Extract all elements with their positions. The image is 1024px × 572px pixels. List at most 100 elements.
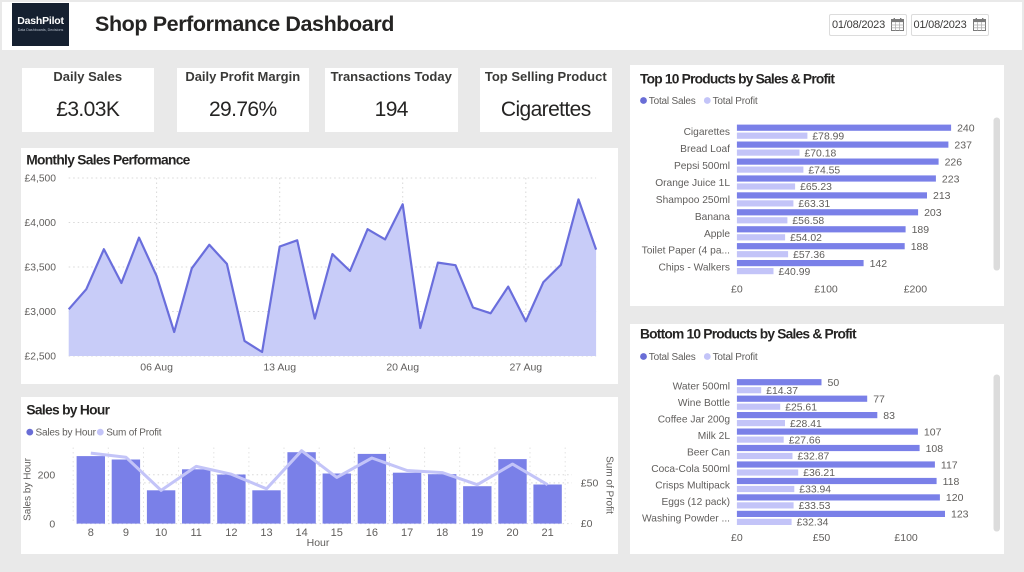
svg-text:19: 19 <box>471 526 483 538</box>
svg-text:107: 107 <box>924 426 942 438</box>
svg-text:118: 118 <box>943 475 960 487</box>
svg-text:Water 500ml: Water 500ml <box>673 381 730 392</box>
svg-text:Orange Juice 1L: Orange Juice 1L <box>655 178 730 189</box>
svg-text:27 Aug: 27 Aug <box>509 362 542 374</box>
svg-text:8: 8 <box>88 526 94 538</box>
svg-text:Bottom 10 Products by Sales &: Bottom 10 Products by Sales & Profit <box>640 326 857 341</box>
svg-text:120: 120 <box>946 492 964 504</box>
svg-text:240: 240 <box>957 122 975 134</box>
svg-text:£56.58: £56.58 <box>792 216 824 227</box>
svg-text:Beer Can: Beer Can <box>687 447 730 458</box>
svg-text:Banana: Banana <box>695 211 730 222</box>
svg-text:Total Sales: Total Sales <box>649 352 696 363</box>
svg-text:£33.53: £33.53 <box>799 501 831 512</box>
svg-text:15: 15 <box>331 526 343 538</box>
svg-text:06 Aug: 06 Aug <box>140 362 173 374</box>
svg-text:Top 10 Products by Sales & Pro: Top 10 Products by Sales & Profit <box>640 71 835 86</box>
svg-text:Apple: Apple <box>704 228 730 239</box>
svg-text:189: 189 <box>912 224 930 236</box>
svg-text:£70.18: £70.18 <box>805 148 837 159</box>
svg-text:18: 18 <box>436 526 448 538</box>
svg-text:£200: £200 <box>904 283 928 295</box>
svg-text:£40.99: £40.99 <box>779 266 811 277</box>
svg-text:Chips - Walkers: Chips - Walkers <box>658 262 730 273</box>
svg-text:Wine Bottle: Wine Bottle <box>678 398 730 409</box>
svg-text:£74.55: £74.55 <box>808 165 840 176</box>
svg-text:83: 83 <box>883 409 895 421</box>
svg-text:Total Sales: Total Sales <box>649 96 696 107</box>
svg-text:Eggs (12 pack): Eggs (12 pack) <box>661 496 730 507</box>
svg-text:Total Profit: Total Profit <box>713 352 758 363</box>
svg-text:Coca-Cola 500ml: Coca-Cola 500ml <box>651 464 730 475</box>
svg-text:£14.37: £14.37 <box>766 385 798 396</box>
svg-text:142: 142 <box>870 257 888 269</box>
svg-text:20 Aug: 20 Aug <box>386 362 419 374</box>
svg-text:£33.94: £33.94 <box>799 484 831 495</box>
svg-text:£65.23: £65.23 <box>800 182 832 193</box>
svg-text:Sales by Hour: Sales by Hour <box>26 402 110 417</box>
svg-text:Shampoo 250ml: Shampoo 250ml <box>656 194 730 205</box>
svg-text:Pepsi 500ml: Pepsi 500ml <box>674 161 730 172</box>
svg-text:17: 17 <box>401 526 413 538</box>
svg-text:£4,000: £4,000 <box>25 218 57 229</box>
svg-text:200: 200 <box>38 469 56 481</box>
svg-text:£25.61: £25.61 <box>785 402 817 413</box>
svg-text:£32.34: £32.34 <box>797 517 829 528</box>
svg-text:Total Profit: Total Profit <box>713 96 758 107</box>
svg-text:£27.66: £27.66 <box>789 435 821 446</box>
svg-text:£63.31: £63.31 <box>798 199 830 210</box>
svg-text:£50: £50 <box>813 532 831 544</box>
svg-text:123: 123 <box>951 508 969 520</box>
svg-text:Coffee Jar 200g: Coffee Jar 200g <box>658 414 731 425</box>
svg-text:£0: £0 <box>731 532 743 544</box>
svg-text:£57.36: £57.36 <box>793 249 825 260</box>
svg-text:Hour: Hour <box>307 537 330 549</box>
svg-text:108: 108 <box>926 442 944 454</box>
svg-text:Washing Powder ...: Washing Powder ... <box>642 513 730 524</box>
svg-text:11: 11 <box>190 526 201 538</box>
svg-text:£32.87: £32.87 <box>798 451 830 462</box>
svg-text:Toilet Paper (4 pa...: Toilet Paper (4 pa... <box>642 245 730 256</box>
svg-text:£50: £50 <box>581 477 599 489</box>
svg-text:50: 50 <box>828 377 840 389</box>
svg-text:226: 226 <box>945 156 963 168</box>
svg-text:12: 12 <box>225 526 237 538</box>
svg-text:117: 117 <box>941 459 958 471</box>
svg-text:13 Aug: 13 Aug <box>263 362 296 374</box>
svg-text:213: 213 <box>933 190 951 202</box>
svg-text:21: 21 <box>541 526 553 538</box>
svg-text:Sum of Profit: Sum of Profit <box>604 456 615 514</box>
svg-text:£54.02: £54.02 <box>790 233 822 244</box>
svg-text:13: 13 <box>260 526 272 538</box>
svg-text:16: 16 <box>366 526 378 538</box>
svg-text:Sales by Hour: Sales by Hour <box>36 427 97 438</box>
svg-text:237: 237 <box>954 139 972 151</box>
svg-text:223: 223 <box>942 173 960 185</box>
svg-text:£100: £100 <box>894 532 918 544</box>
svg-text:£3,000: £3,000 <box>25 307 57 318</box>
svg-text:20: 20 <box>506 526 518 538</box>
svg-text:10: 10 <box>155 526 167 538</box>
svg-text:Cigarettes: Cigarettes <box>684 127 730 138</box>
svg-text:£100: £100 <box>814 283 838 295</box>
svg-text:Sum of Profit: Sum of Profit <box>106 427 162 438</box>
svg-text:£2,500: £2,500 <box>25 352 57 363</box>
svg-text:188: 188 <box>911 241 929 253</box>
svg-text:203: 203 <box>924 207 942 219</box>
svg-text:Monthly Sales Performance: Monthly Sales Performance <box>26 153 190 168</box>
svg-text:£0: £0 <box>731 283 743 295</box>
svg-text:Crisps Multipack: Crisps Multipack <box>655 480 731 491</box>
svg-text:£36.21: £36.21 <box>803 468 835 479</box>
svg-text:77: 77 <box>873 393 885 405</box>
svg-text:Bread Loaf: Bread Loaf <box>680 144 730 155</box>
svg-text:£78.99: £78.99 <box>812 131 844 142</box>
svg-text:£0: £0 <box>581 518 593 530</box>
svg-text:£4,500: £4,500 <box>25 174 57 185</box>
svg-text:£28.41: £28.41 <box>790 418 822 429</box>
svg-text:14: 14 <box>295 526 307 538</box>
svg-text:0: 0 <box>49 518 55 530</box>
svg-text:Sales by Hour: Sales by Hour <box>23 457 34 520</box>
svg-text:Milk 2L: Milk 2L <box>698 431 731 442</box>
svg-text:9: 9 <box>123 526 129 538</box>
svg-text:£3,500: £3,500 <box>25 263 57 274</box>
